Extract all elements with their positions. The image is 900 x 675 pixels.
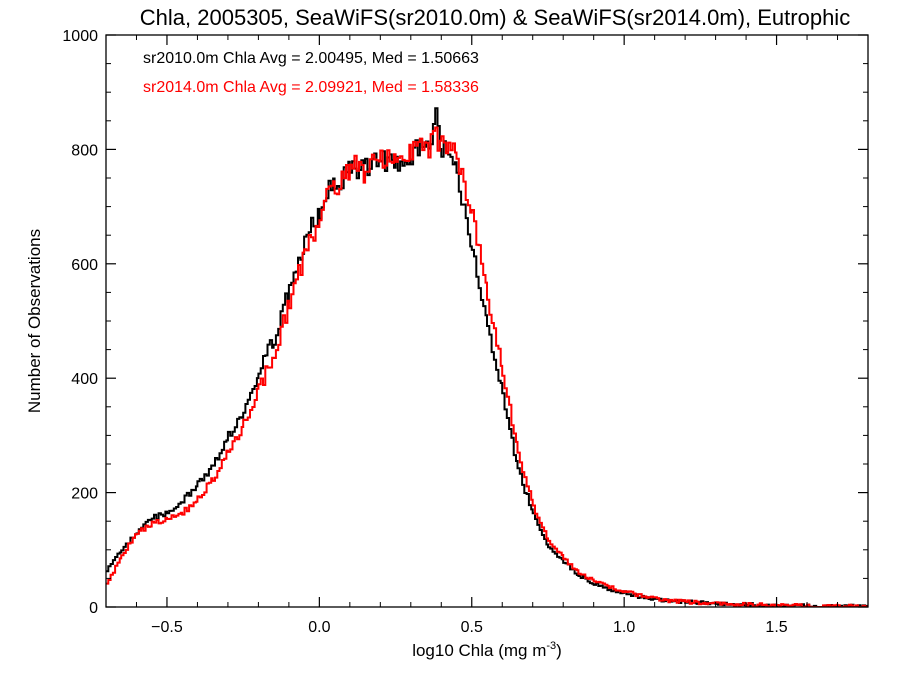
x-axis-label-exponent: -3 [546,640,556,652]
x-axis-label-close: ) [556,641,562,660]
x-tick-label: 0.0 [308,619,330,636]
x-axis-label: log10 Chla (mg m-3) [412,640,562,660]
x-tick-label: 1.0 [613,619,635,636]
y-tick-label: 800 [71,142,98,159]
x-tick-label: −0.5 [151,619,183,636]
y-tick-label: 600 [71,257,98,274]
chart-title: Chla, 2005305, SeaWiFS(sr2010.0m) & SeaW… [140,5,850,30]
y-tick-label: 200 [71,486,98,503]
legend-annotation-1: sr2010.0m Chla Avg = 2.00495, Med = 1.50… [143,50,479,67]
series-line-2 [106,126,868,607]
y-tick-label: 400 [71,371,98,388]
x-tick-label: 1.5 [765,619,787,636]
x-tick-label: 0.5 [461,619,483,636]
x-axis-label-main: log10 Chla (mg m [412,641,546,660]
ticks-layer: −0.5 0.0 0.5 1.0 1.5 0 200 400 600 800 1000 [62,28,869,636]
series-layer [106,107,868,607]
y-axis-label: Number of Observations [25,229,44,413]
y-tick-label: 0 [89,600,98,617]
series-line-1 [106,107,868,607]
legend-annotation-2: sr2014.0m Chla Avg = 2.09921, Med = 1.58… [143,79,479,96]
y-tick-label: 1000 [62,28,98,45]
